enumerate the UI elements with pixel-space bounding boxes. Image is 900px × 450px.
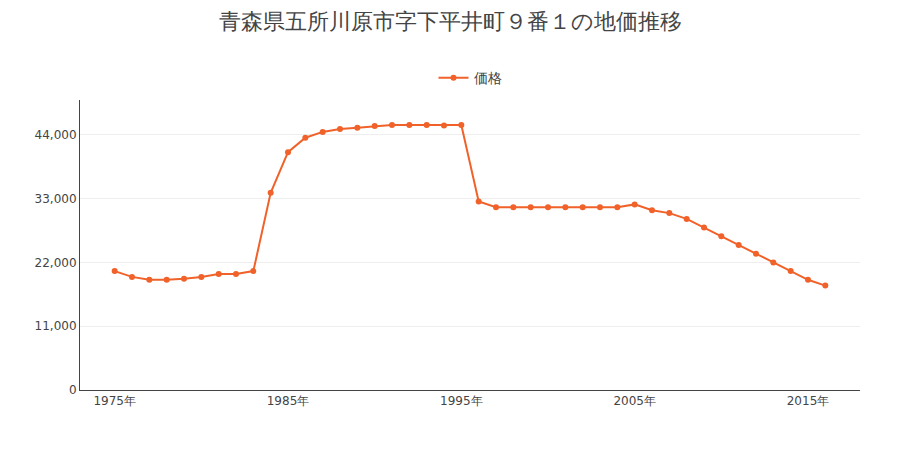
svg-text:0: 0 <box>69 383 77 397</box>
svg-text:2015年: 2015年 <box>787 394 830 408</box>
svg-text:2005年: 2005年 <box>613 394 656 408</box>
svg-text:33,000: 33,000 <box>35 192 77 206</box>
svg-text:11,000: 11,000 <box>35 319 77 333</box>
svg-text:1985年: 1985年 <box>267 394 310 408</box>
svg-text:22,000: 22,000 <box>35 256 77 270</box>
svg-text:価格: 価格 <box>474 70 502 86</box>
svg-text:青森県五所川原市字下平井町９番１の地価推移: 青森県五所川原市字下平井町９番１の地価推移 <box>219 9 682 34</box>
svg-text:44,000: 44,000 <box>35 128 77 142</box>
svg-text:1995年: 1995年 <box>440 394 483 408</box>
svg-text:1975年: 1975年 <box>93 394 136 408</box>
